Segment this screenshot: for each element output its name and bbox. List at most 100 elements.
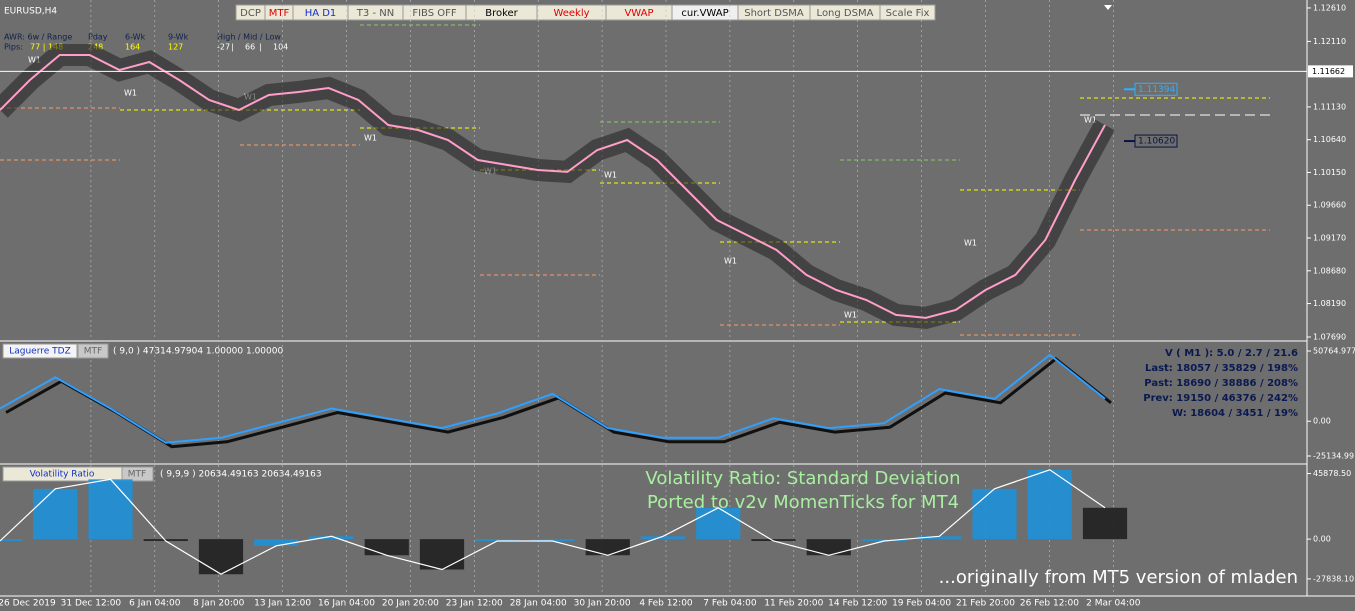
- hml-value: |: [231, 43, 234, 52]
- y-tick-label: 0.00: [1313, 417, 1331, 426]
- w1-label: W1: [1084, 116, 1097, 125]
- time-label: 6 Jan 04:00: [129, 599, 181, 609]
- histogram-bar: [917, 536, 962, 540]
- w1-label: W1: [844, 311, 857, 320]
- pips-value: 164: [125, 43, 140, 52]
- w1-label: W1: [604, 171, 617, 180]
- toolbar-button: [879, 4, 936, 21]
- time-label: 20 Jan 20:00: [382, 599, 439, 609]
- y-tick-label: 1.10640: [1313, 135, 1346, 144]
- laguerre-params: ( 9,0 ) 47314.97904 1.00000 1.00000: [113, 347, 283, 357]
- level-box: [1134, 134, 1178, 148]
- pips-value: 127: [168, 43, 183, 52]
- y-tick-label: 1.09660: [1313, 201, 1346, 210]
- toolbar-label: T3 - NN: [356, 8, 394, 19]
- info-header: 6-Wk: [125, 33, 146, 42]
- w1-label: W1: [124, 89, 137, 98]
- level-box: [1134, 82, 1178, 96]
- y-tick-label: 1.12110: [1313, 37, 1346, 46]
- histogram-bar: [364, 539, 409, 556]
- y-tick-label: 45878.50: [1313, 469, 1351, 478]
- info-header: High / Mid / Low: [217, 33, 281, 42]
- laguerre-stat: V ( M1 ): 5.0 / 2.7 / 21.6: [1165, 348, 1298, 359]
- y-tick-label: 1.12610: [1313, 3, 1346, 12]
- histogram-bar: [1027, 469, 1072, 540]
- y-tick-label: 1.11130: [1313, 102, 1346, 111]
- histogram-bar: [309, 536, 354, 540]
- info-header: Pday: [88, 33, 108, 42]
- toolbar-label: cur.VWAP: [681, 8, 728, 19]
- histogram-bar: [640, 536, 686, 540]
- y-tick-label: 1.10150: [1313, 168, 1346, 177]
- footer: ...originally from MT5 version of mladen: [939, 567, 1298, 588]
- laguerre-stat: W: 18604 / 3451 / 19%: [1172, 408, 1298, 419]
- price-line: [0, 54, 1106, 319]
- time-label: 4 Feb 12:00: [639, 599, 693, 609]
- histogram-bar: [972, 488, 1017, 540]
- histogram-bar: [585, 539, 630, 556]
- caption: Ported to v2v MomenTicks for MT4: [647, 492, 959, 513]
- toolbar-label: HA D1: [305, 8, 337, 19]
- histogram-bar: [1082, 507, 1128, 540]
- w1-label: W1: [364, 134, 377, 143]
- time-label: 26 Feb 12:00: [1020, 599, 1079, 609]
- time-label: 21 Feb 20:00: [956, 599, 1015, 609]
- time-label: 31 Dec 12:00: [61, 599, 122, 609]
- histogram-bar: [475, 539, 520, 542]
- time-label: 8 Jan 20:00: [193, 599, 245, 609]
- y-tick-label: 1.09170: [1313, 234, 1346, 243]
- histogram-bar: [0, 539, 23, 542]
- time-label: 11 Feb 20:00: [764, 599, 823, 609]
- w1-label: W1: [28, 56, 41, 65]
- volatility-mtf-box: [121, 466, 154, 482]
- hml-value: |: [259, 43, 262, 52]
- toolbar-label: MTF: [269, 8, 290, 19]
- info-header: AWR: 6w / Range: [4, 33, 72, 42]
- toolbar-label: Scale Fix: [886, 8, 930, 19]
- histogram-bar: [530, 539, 575, 542]
- histogram-bar: [696, 507, 741, 540]
- y-tick-label: 1.08680: [1313, 266, 1346, 275]
- y-tick-label: 1.08190: [1313, 299, 1346, 308]
- toolbar-label: Long DSMA: [817, 8, 874, 19]
- toolbar-label: Broker: [485, 8, 518, 19]
- time-label: 26 Dec 2019: [0, 599, 56, 609]
- pips-label: Pips:: [4, 43, 23, 52]
- volatility-params: ( 9,9,9 ) 20634.49163 20634.49163: [160, 470, 322, 480]
- info-header: 9-Wk: [168, 33, 189, 42]
- volatility-line: [0, 469, 1106, 575]
- laguerre-mtf-box: [77, 343, 109, 359]
- toolbar-label: DCP: [240, 8, 261, 19]
- time-label: 16 Jan 04:00: [318, 599, 375, 609]
- current-price-label: 1.11662: [1312, 67, 1345, 76]
- histogram-bar: [751, 539, 796, 542]
- hml-value: -27: [217, 43, 230, 52]
- time-label: 28 Jan 04:00: [510, 599, 567, 609]
- volatility-title: Volatility Ratio: [30, 470, 95, 480]
- y-tick-label: -27838.10: [1313, 574, 1354, 583]
- level-label: 1.10620: [1138, 137, 1175, 147]
- time-label: 19 Feb 04:00: [892, 599, 951, 609]
- time-label: 30 Jan 20:00: [574, 599, 631, 609]
- pips-value: 77 | 148: [30, 43, 63, 52]
- time-label: 14 Feb 12:00: [828, 599, 887, 609]
- y-tick-label: 1.07690: [1313, 332, 1346, 341]
- w1-label: W1: [964, 239, 977, 248]
- toolbar-label: FIBS OFF: [412, 8, 457, 19]
- w1-label: W1: [724, 257, 737, 266]
- histogram-bar: [198, 539, 244, 575]
- hml-value: 104: [273, 43, 288, 52]
- histogram-bar: [88, 479, 133, 540]
- shift-marker: [1104, 5, 1112, 10]
- histogram-bar: [254, 539, 299, 546]
- y-tick-label: 0.00: [1313, 535, 1331, 544]
- laguerre-title: Laguerre TDZ: [9, 347, 71, 357]
- laguerre-stat: Last: 18057 / 35829 / 198%: [1145, 363, 1298, 374]
- histogram-bar: [419, 539, 465, 570]
- caption: Volatility Ratio: Standard Deviation: [645, 468, 960, 489]
- time-label: 7 Feb 04:00: [703, 599, 757, 609]
- y-tick-label: -25134.99: [1313, 451, 1354, 460]
- time-label: 2 Mar 04:00: [1086, 599, 1141, 609]
